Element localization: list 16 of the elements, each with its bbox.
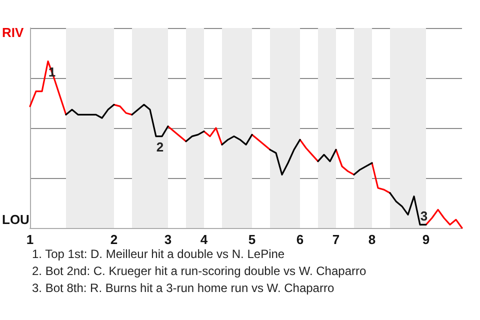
x-tick-label: 4 bbox=[200, 232, 208, 247]
annotation: 3 bbox=[420, 208, 428, 224]
text: 2. Bot 2nd: C. Krueger hit a run-scoring double vs W. Chaparro bbox=[32, 264, 366, 278]
x-tick-label: 1 bbox=[26, 232, 34, 247]
x-tick-label: 2 bbox=[110, 232, 118, 247]
text: 3. Bot 8th: R. Burns hit a 3-run home run vs W. Chaparro bbox=[32, 281, 334, 295]
x-tick-label: 7 bbox=[332, 232, 340, 247]
x-tick-label: 9 bbox=[422, 232, 430, 247]
x-tick-label: 8 bbox=[368, 232, 376, 247]
text: 1. Top 1st: D. Meilleur hit a double vs N. LePine bbox=[32, 247, 285, 261]
text: LOU bbox=[2, 212, 30, 227]
x-tick-label: 3 bbox=[164, 232, 172, 247]
x-tick-label: 5 bbox=[248, 232, 256, 247]
annotation: 2 bbox=[156, 139, 164, 154]
text: RIV bbox=[2, 25, 24, 40]
x-tick-label: 6 bbox=[296, 232, 304, 247]
